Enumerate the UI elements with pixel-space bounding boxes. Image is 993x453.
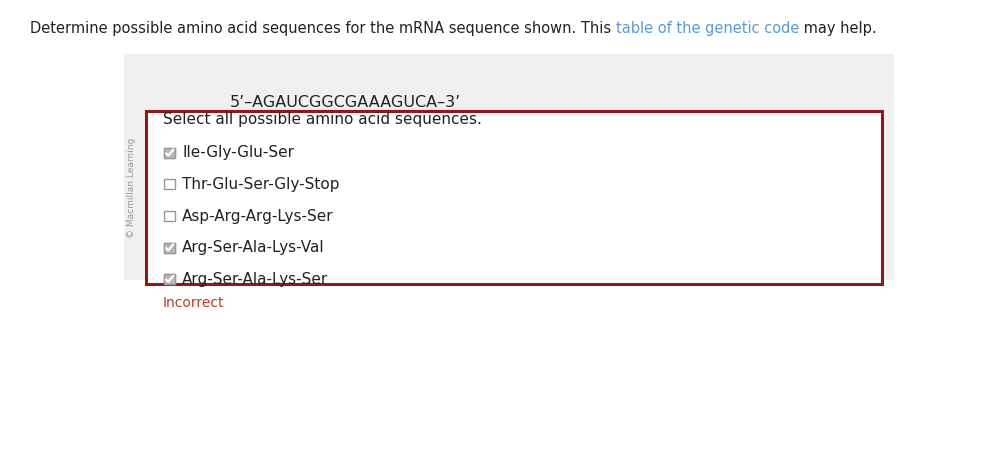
Bar <box>165 179 175 189</box>
Text: Ile-Gly-Glu-Ser: Ile-Gly-Glu-Ser <box>183 145 294 160</box>
Bar <box>165 243 175 253</box>
Text: Determine possible amino acid sequences for the mRNA sequence shown. This: Determine possible amino acid sequences … <box>30 20 616 35</box>
Text: Thr-Glu-Ser-Gly-Stop: Thr-Glu-Ser-Gly-Stop <box>183 177 340 192</box>
Bar <box>165 274 175 284</box>
Text: may help.: may help. <box>799 20 877 35</box>
Bar <box>165 274 175 284</box>
Bar <box>165 243 175 253</box>
Text: Asp-Arg-Arg-Lys-Ser: Asp-Arg-Arg-Lys-Ser <box>183 208 334 224</box>
Text: 5’–AGAUCGGCGAAAGUCA–3’: 5’–AGAUCGGCGAAAGUCA–3’ <box>229 96 461 111</box>
Bar <box>165 148 175 158</box>
Text: Arg-Ser-Ala-Lys-Ser: Arg-Ser-Ala-Lys-Ser <box>183 272 329 287</box>
Text: Incorrect: Incorrect <box>163 296 224 310</box>
Text: Arg-Ser-Ala-Lys-Val: Arg-Ser-Ala-Lys-Val <box>183 240 325 255</box>
Bar <box>146 111 882 284</box>
Bar <box>165 148 175 158</box>
Text: Select all possible amino acid sequences.: Select all possible amino acid sequences… <box>163 112 482 127</box>
Bar <box>165 211 175 221</box>
Text: © Macmillan Learning: © Macmillan Learning <box>127 137 136 238</box>
Text: table of the genetic code: table of the genetic code <box>616 20 799 35</box>
Bar <box>124 54 894 280</box>
